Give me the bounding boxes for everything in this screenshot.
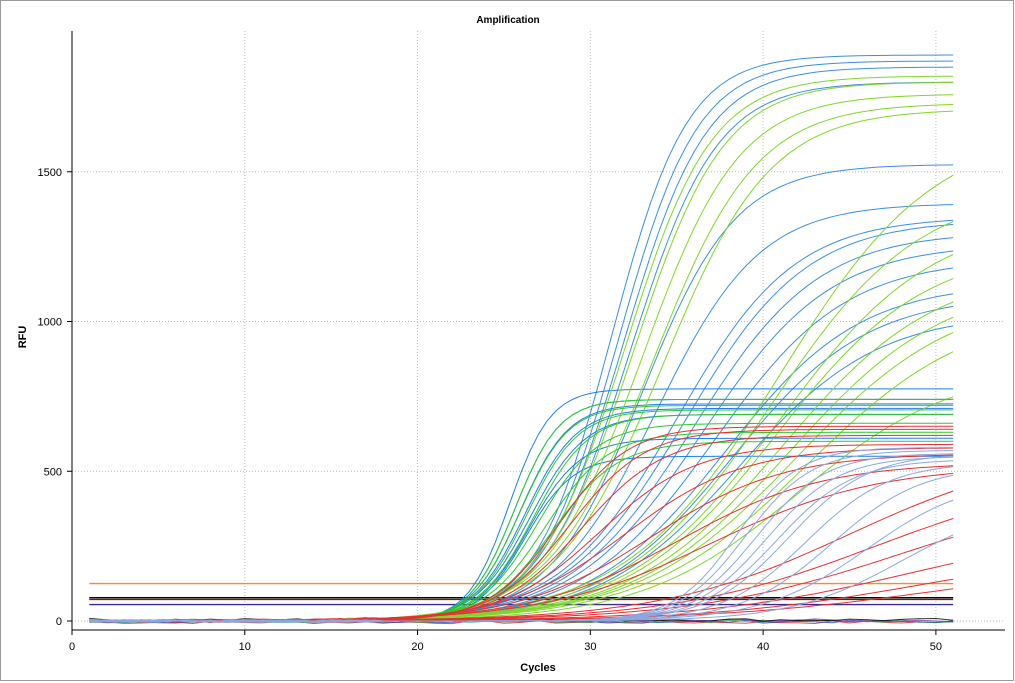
x-tick-label: 50 bbox=[930, 641, 942, 653]
y-tick-label: 1000 bbox=[38, 317, 62, 329]
amplification-curve bbox=[89, 94, 954, 623]
y-tick-label: 500 bbox=[44, 466, 62, 478]
x-axis-label: Cycles bbox=[520, 662, 555, 674]
amplification-curve bbox=[89, 431, 954, 623]
x-tick-label: 0 bbox=[69, 641, 75, 653]
amplification-curve bbox=[89, 534, 954, 623]
x-tick-label: 40 bbox=[757, 641, 769, 653]
amplification-curve bbox=[89, 440, 954, 623]
y-tick-label: 1500 bbox=[38, 167, 62, 179]
amplification-curve bbox=[89, 54, 954, 623]
x-tick-label: 20 bbox=[411, 641, 423, 653]
y-tick-label: 0 bbox=[56, 616, 62, 628]
series-layer bbox=[89, 54, 954, 625]
amplification-curve bbox=[89, 204, 954, 623]
x-tick-label: 30 bbox=[584, 641, 596, 653]
y-axis-label: RFU bbox=[17, 326, 29, 349]
amplification-curve bbox=[89, 490, 954, 623]
x-tick-label: 10 bbox=[239, 641, 251, 653]
amplification-curve bbox=[89, 453, 954, 623]
chart-title: Amplification bbox=[476, 15, 539, 26]
amplification-curve bbox=[89, 454, 954, 623]
amplification-curve bbox=[89, 301, 954, 623]
amplification-curve bbox=[89, 164, 954, 623]
amplification-curve bbox=[89, 60, 954, 623]
amplification-curve bbox=[89, 407, 954, 623]
amplification-curve bbox=[89, 267, 954, 623]
amplification-curve bbox=[89, 425, 954, 623]
